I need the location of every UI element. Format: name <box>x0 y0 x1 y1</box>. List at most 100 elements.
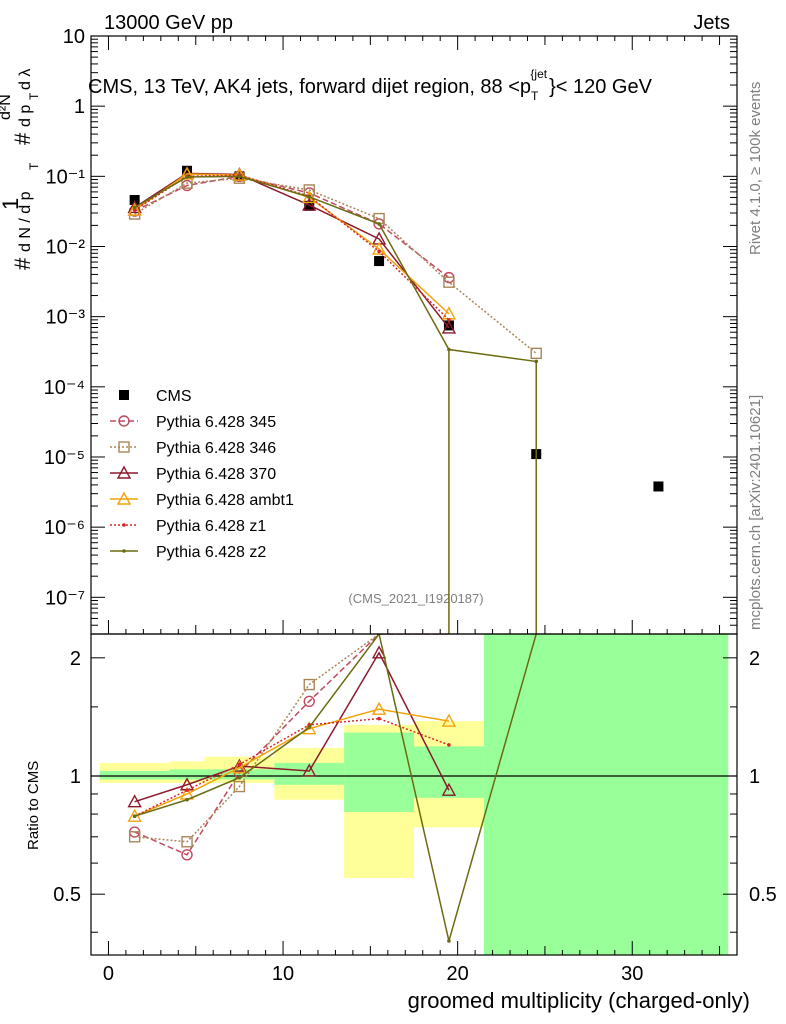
ytick-label: 10⁻⁶ <box>44 517 85 539</box>
svg-text:#: # <box>10 257 35 270</box>
ytick-label: 10⁻¹ <box>46 166 86 188</box>
ratio-ytick-label: 1 <box>70 766 81 788</box>
ratio-series-3 <box>127 701 457 822</box>
svg-text:d N / d p: d N / d p <box>17 191 34 252</box>
ratio-frame <box>90 633 738 956</box>
data-point <box>653 481 664 492</box>
ratio-point <box>233 780 246 793</box>
uncertainty-band-1-3 <box>274 762 345 785</box>
series-line <box>134 174 450 321</box>
data-point <box>232 167 247 181</box>
header-right-label: Jets <box>693 12 730 34</box>
legend-marker <box>116 491 132 505</box>
header-left-label: 13000 GeV pp <box>104 12 233 34</box>
ratio-point <box>371 701 387 715</box>
ytick-label: 10⁻⁵ <box>44 447 85 469</box>
series-pythia-6-428-345 <box>128 170 455 284</box>
data-point <box>132 205 137 210</box>
ratio-point <box>132 814 137 818</box>
data-point <box>307 195 312 199</box>
series-pythia-6-428-346 <box>128 172 542 360</box>
ratio-bands <box>99 634 729 955</box>
ratio-point <box>303 695 315 707</box>
ytick-label: 10⁻² <box>46 236 86 258</box>
data-point <box>127 199 142 214</box>
ratio-point <box>447 939 451 943</box>
ratio-point <box>303 678 315 691</box>
legend-label: CMS <box>156 388 192 405</box>
data-point <box>179 166 195 180</box>
legend-marker <box>119 390 129 400</box>
ratio-point <box>185 788 189 793</box>
legend-label: Pythia 6.428 ambt1 <box>156 492 294 509</box>
legend-marker <box>118 441 130 453</box>
ratio-point <box>237 775 242 780</box>
ytick-label: 10⁻³ <box>46 307 86 329</box>
svg-text:T: T <box>27 162 41 170</box>
ratio-point <box>185 797 189 802</box>
legend: CMS Pythia 6.428 345 Pythia 6.428 346 Pythi… <box>110 388 294 561</box>
uncertainty-band-1-6 <box>483 634 729 955</box>
ratio-point <box>447 743 451 747</box>
plot-title: CMS, 13 TeV, AK4 jets, forward dijet reg… <box>88 67 653 103</box>
ratio-point <box>441 782 457 796</box>
ytick-label: 1 <box>74 96 85 118</box>
data-point <box>182 165 193 176</box>
ratio-point <box>377 716 381 721</box>
svg-text:#: # <box>10 132 35 145</box>
series-pythia-6-428-z2 <box>132 174 539 364</box>
ratio-series-1 <box>128 634 449 848</box>
ratio-point <box>232 760 247 774</box>
ratio-ytick-label-right: 2 <box>749 648 760 670</box>
ytick-label: 10⁻⁴ <box>44 377 85 399</box>
legend-marker <box>118 415 130 427</box>
ratio-series-group <box>127 634 537 943</box>
svg-text:d p: d p <box>17 105 34 127</box>
svg-text:d λ: d λ <box>17 69 34 90</box>
uncertainty-band-1-2 <box>204 769 275 780</box>
rivet-label: Rivet 4.1.0, ≥ 100k events <box>747 82 764 255</box>
ytick-label: 10⁻⁷ <box>45 587 85 609</box>
ratio-line <box>134 717 450 817</box>
ytick-label: 10 <box>63 26 85 48</box>
ratio-point <box>302 721 317 735</box>
legend-label: Pythia 6.428 345 <box>156 414 276 431</box>
legend-marker <box>116 465 132 479</box>
series-line <box>134 177 537 354</box>
data-point <box>129 194 140 205</box>
ratio-ytick-label-right: 1 <box>749 766 760 788</box>
series-line <box>134 172 450 329</box>
analysis-id: (CMS_2021_I1920187) <box>348 591 483 606</box>
data-point <box>443 320 454 331</box>
uncertainty-band-1-4 <box>344 732 414 812</box>
ratio-line <box>134 634 449 856</box>
ratio-ytick-label: 0.5 <box>53 884 81 906</box>
ratio-point <box>307 725 312 730</box>
ratio-point <box>237 762 242 767</box>
legend-label: Pythia 6.428 z1 <box>156 518 266 535</box>
uncertainty-band-1-0 <box>99 770 170 780</box>
data-point <box>441 320 457 334</box>
xtick-label: 10 <box>272 963 294 985</box>
svg-text:d²N: d²N <box>0 94 14 120</box>
ratio-xlabel: groomed multiplicity (charged-only) <box>408 988 750 1013</box>
xtick-label: 30 <box>621 963 643 985</box>
uncertainty-band-1-1 <box>169 769 205 780</box>
mcplots-label: mcplots.cern.ch [arXiv:2401.10621] <box>747 395 764 630</box>
ratio-ytick-label-right: 0.5 <box>749 884 777 906</box>
ratio-point <box>302 763 317 777</box>
data-point <box>302 189 317 204</box>
ratio-series-5 <box>132 634 537 943</box>
data-point <box>377 249 381 254</box>
ratio-ytick-label: 2 <box>70 648 81 670</box>
data-point <box>447 318 451 322</box>
ratio-point <box>127 794 142 808</box>
series-line <box>134 173 450 315</box>
legend-marker <box>122 523 126 527</box>
ratio-line <box>134 651 450 803</box>
legend-label: Pythia 6.428 370 <box>156 466 276 483</box>
svg-text:T: T <box>27 92 41 100</box>
main-ylabel: # d N / d p T 1 # d p T d λ d²N <box>0 69 41 270</box>
data-point <box>127 202 142 216</box>
